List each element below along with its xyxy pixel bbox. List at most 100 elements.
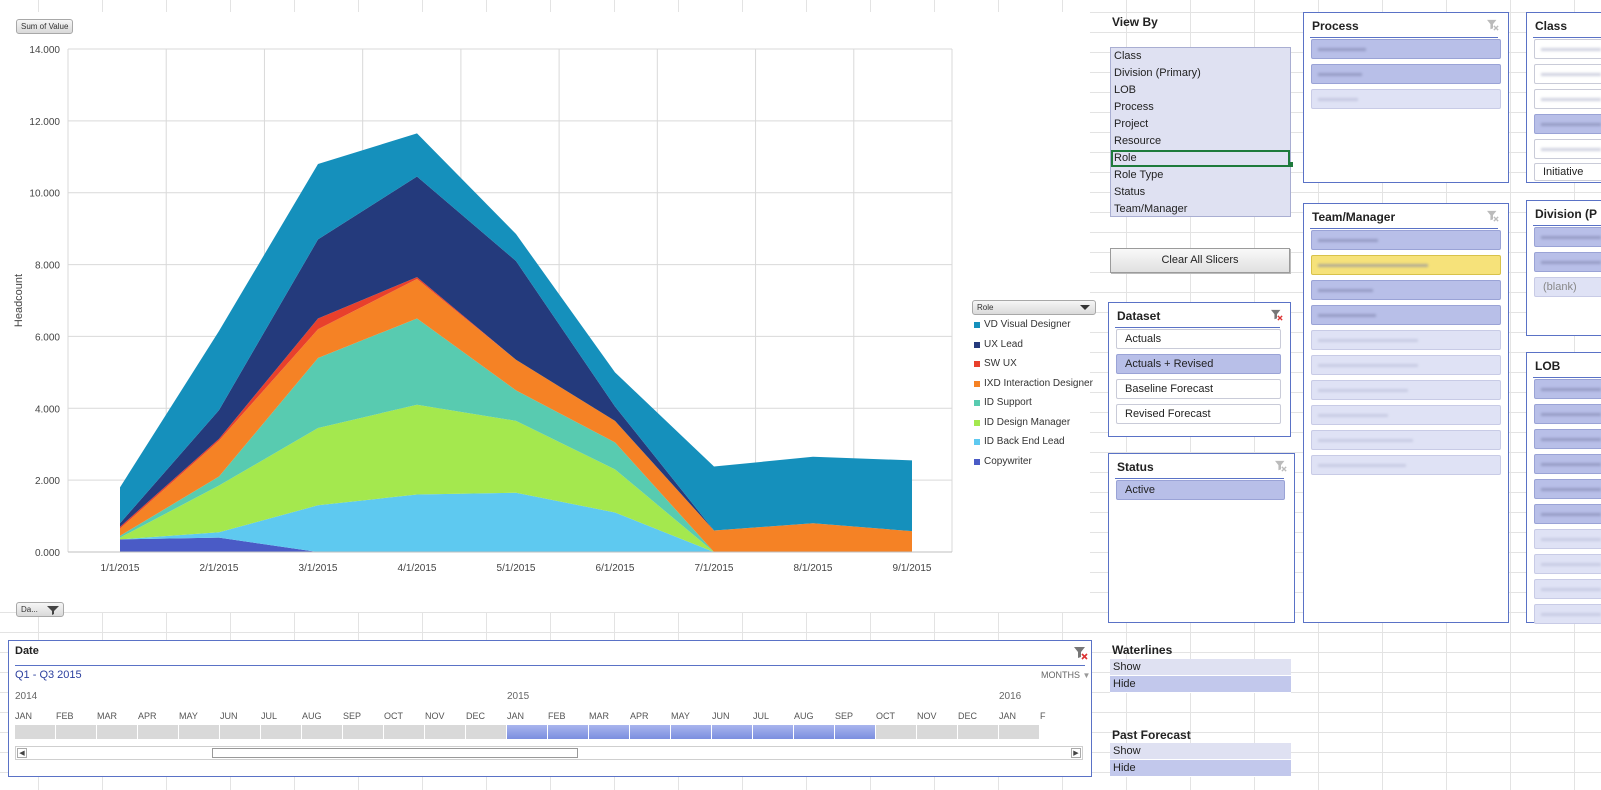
waterlines-show[interactable]: Show	[1110, 659, 1291, 676]
team-manager-item[interactable]	[1311, 305, 1501, 325]
team-manager-item[interactable]	[1311, 455, 1501, 475]
division-item[interactable]	[1534, 227, 1601, 247]
class-item[interactable]	[1534, 139, 1601, 159]
team-manager-item[interactable]	[1311, 380, 1501, 400]
view-by-list[interactable]: Class Division (Primary) LOB Process Project…	[1110, 47, 1291, 217]
timeline-cell-selected[interactable]	[794, 725, 834, 739]
team-manager-item[interactable]	[1311, 230, 1501, 250]
lob-item[interactable]	[1534, 479, 1601, 499]
time-level-dropdown[interactable]: MONTHS ▼	[1041, 670, 1090, 680]
scroll-left-icon[interactable]: ◀	[17, 748, 27, 758]
division-item[interactable]	[1534, 252, 1601, 272]
timeline-cell[interactable]	[999, 725, 1039, 739]
team-manager-slicer[interactable]: Team/Manager	[1303, 203, 1509, 623]
timeline-cell[interactable]	[179, 725, 219, 739]
clear-filter-icon[interactable]	[1270, 309, 1284, 321]
view-by-item[interactable]: Status	[1114, 186, 1146, 198]
timeline-cell-selected[interactable]	[835, 725, 875, 739]
team-manager-item[interactable]	[1311, 405, 1501, 425]
view-by-item[interactable]: Process	[1114, 101, 1154, 113]
scrollbar-thumb[interactable]	[212, 748, 578, 758]
team-manager-item[interactable]	[1311, 330, 1501, 350]
lob-item[interactable]	[1534, 604, 1601, 624]
division-item-blank[interactable]: (blank)	[1534, 277, 1601, 297]
timeline-cell[interactable]	[384, 725, 424, 739]
clear-filter-icon[interactable]	[1486, 19, 1500, 31]
team-manager-item[interactable]	[1311, 255, 1501, 275]
view-by-item[interactable]: Role Type	[1114, 169, 1164, 181]
dataset-item[interactable]: Actuals	[1116, 329, 1281, 349]
view-by-item[interactable]: Resource	[1114, 135, 1162, 147]
past-forecast-show[interactable]: Show	[1110, 743, 1291, 760]
class-item-initiative[interactable]: Initiative	[1534, 163, 1601, 181]
timeline-cell-selected[interactable]	[589, 725, 629, 739]
class-item[interactable]	[1534, 64, 1601, 84]
timeline-cell[interactable]	[302, 725, 342, 739]
clear-filter-icon[interactable]	[1274, 460, 1288, 472]
date-field-button[interactable]: Da...	[16, 602, 64, 617]
process-item[interactable]	[1311, 89, 1501, 109]
past-forecast-hide[interactable]: Hide	[1110, 760, 1291, 777]
class-item[interactable]	[1534, 89, 1601, 109]
lob-item[interactable]	[1534, 579, 1601, 599]
process-item[interactable]	[1311, 39, 1501, 59]
timeline-cell-selected[interactable]	[507, 725, 547, 739]
clear-all-slicers-button[interactable]: Clear All Slicers	[1110, 248, 1290, 273]
view-by-item[interactable]: Class	[1114, 50, 1142, 62]
dataset-item[interactable]: Revised Forecast	[1116, 404, 1281, 424]
team-manager-item[interactable]	[1311, 430, 1501, 450]
class-item[interactable]	[1534, 39, 1601, 59]
lob-item[interactable]	[1534, 529, 1601, 549]
team-manager-item[interactable]	[1311, 280, 1501, 300]
timeline-cell[interactable]	[15, 725, 55, 739]
dataset-item[interactable]: Baseline Forecast	[1116, 379, 1281, 399]
class-slicer[interactable]: Class Initiative	[1526, 12, 1601, 183]
timeline-cell[interactable]	[220, 725, 260, 739]
timeline-cell[interactable]	[56, 725, 96, 739]
lob-item[interactable]	[1534, 454, 1601, 474]
waterlines-list[interactable]: Show Hide	[1110, 659, 1291, 693]
status-item-active[interactable]: Active	[1116, 480, 1285, 500]
team-manager-item[interactable]	[1311, 355, 1501, 375]
division-slicer[interactable]: Division (P (blank)	[1526, 200, 1601, 336]
scroll-right-icon[interactable]: ▶	[1071, 748, 1081, 758]
timeline-cell-selected[interactable]	[671, 725, 711, 739]
view-by-item[interactable]: Project	[1114, 118, 1149, 130]
lob-item[interactable]	[1534, 429, 1601, 449]
waterlines-hide[interactable]: Hide	[1110, 676, 1291, 693]
lob-item[interactable]	[1534, 379, 1601, 399]
dataset-item[interactable]: Actuals + Revised	[1116, 354, 1281, 374]
view-by-item[interactable]: Role	[1111, 150, 1290, 167]
timeline-cell[interactable]	[261, 725, 301, 739]
timeline-cell-selected[interactable]	[753, 725, 793, 739]
timeline-cell[interactable]	[97, 725, 137, 739]
lob-item[interactable]	[1534, 554, 1601, 574]
lob-item[interactable]	[1534, 404, 1601, 424]
past-forecast-list[interactable]: Show Hide	[1110, 743, 1291, 777]
view-by-item[interactable]: Team/Manager	[1114, 203, 1188, 215]
class-item[interactable]	[1534, 114, 1601, 134]
legend-role-dropdown[interactable]: Role	[972, 300, 1096, 315]
timeline-cell[interactable]	[917, 725, 957, 739]
status-slicer[interactable]: Status Active	[1108, 453, 1295, 623]
timeline-cell[interactable]	[466, 725, 506, 739]
process-item[interactable]	[1311, 64, 1501, 84]
timeline-cell-selected[interactable]	[548, 725, 588, 739]
pivot-chart[interactable]: Sum of Value 0.000 2.000 4.000 6.000 8.000 10…	[0, 12, 1096, 617]
clear-filter-icon[interactable]	[1486, 210, 1500, 222]
timeline-cell[interactable]	[343, 725, 383, 739]
process-slicer[interactable]: Process	[1303, 12, 1509, 183]
timeline-scrollbar[interactable]: ◀ ▶	[15, 746, 1083, 760]
sum-of-value-button[interactable]: Sum of Value	[16, 19, 74, 34]
timeline-cell[interactable]	[138, 725, 178, 739]
view-by-item[interactable]: LOB	[1114, 84, 1137, 96]
timeline-cell[interactable]	[876, 725, 916, 739]
clear-filter-icon[interactable]	[1073, 646, 1089, 660]
date-timeline-slicer[interactable]: Date Q1 - Q3 2015 MONTHS ▼ 2014 2015 2016 …	[8, 640, 1092, 777]
timeline-cell[interactable]	[425, 725, 465, 739]
lob-slicer[interactable]: LOB	[1526, 352, 1601, 624]
timeline-cell[interactable]	[958, 725, 998, 739]
timeline-cell-selected[interactable]	[712, 725, 752, 739]
lob-item[interactable]	[1534, 504, 1601, 524]
timeline-cell-selected[interactable]	[630, 725, 670, 739]
